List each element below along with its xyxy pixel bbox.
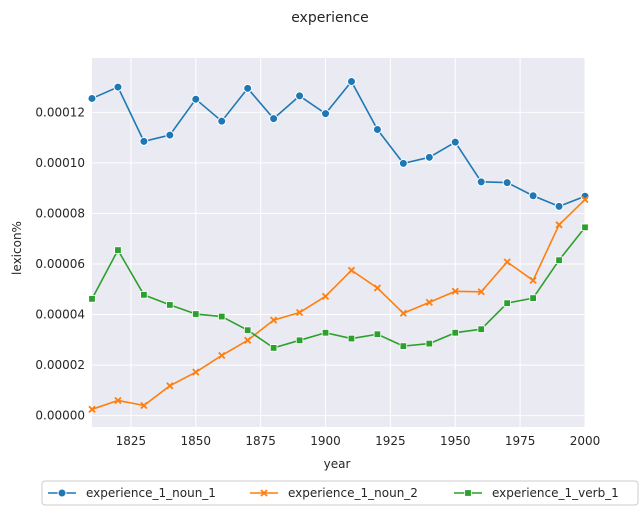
x-tick-label: 2000 — [570, 434, 601, 448]
data-point — [192, 368, 200, 376]
data-point — [88, 405, 96, 413]
data-point — [555, 256, 563, 264]
data-point — [503, 299, 511, 307]
x-axis-ticks: 1825 1850 1875 1900 1925 1950 1975 2000 — [116, 434, 601, 448]
data-point — [502, 178, 512, 188]
data-point — [114, 396, 122, 405]
data-point — [451, 329, 459, 337]
data-point — [139, 136, 149, 146]
data-point — [399, 342, 408, 350]
data-point — [529, 276, 537, 285]
plot-area — [92, 58, 585, 427]
data-point — [140, 401, 148, 410]
series-layer — [87, 77, 590, 413]
data-point — [295, 336, 304, 345]
y-tick-label: 0.00004 — [35, 308, 85, 322]
data-point — [166, 301, 174, 309]
series-line — [91, 198, 586, 411]
data-point — [528, 191, 538, 201]
x-tick-label: 1875 — [245, 434, 276, 448]
data-point — [477, 325, 485, 333]
data-point — [166, 382, 174, 390]
data-point — [399, 309, 408, 317]
data-point — [217, 116, 227, 126]
data-point — [260, 489, 268, 497]
data-point — [269, 316, 278, 324]
y-tick-label: 0.00002 — [35, 358, 85, 372]
x-tick-label: 1925 — [375, 434, 406, 448]
data-point — [451, 287, 459, 295]
data-point — [529, 294, 537, 302]
data-point — [476, 177, 486, 187]
y-axis-label: lexicon% — [10, 221, 24, 275]
data-point — [464, 489, 472, 497]
data-point — [295, 91, 305, 101]
data-point — [321, 292, 330, 300]
data-point — [114, 246, 122, 254]
data-point — [113, 82, 123, 92]
legend-box — [41, 480, 639, 506]
y-tick-label: 0.00012 — [35, 105, 85, 119]
data-point — [425, 339, 434, 348]
data-point — [269, 114, 279, 124]
data-point — [269, 344, 278, 352]
series-experience_1_noun_2 — [88, 195, 589, 413]
data-point — [295, 308, 304, 317]
y-tick-label: 0.00010 — [35, 156, 85, 170]
data-point — [321, 109, 331, 119]
data-point — [218, 351, 226, 360]
y-tick-label: 0.00008 — [35, 206, 85, 220]
x-axis-label: year — [324, 457, 351, 471]
x-tick-label: 1850 — [181, 434, 212, 448]
data-point — [165, 130, 175, 140]
y-axis-ticks: 0.00000 0.00002 0.00004 0.00006 0.00008 0.000… — [35, 105, 85, 422]
data-point — [347, 334, 356, 343]
data-point — [347, 266, 356, 274]
grid-lines — [92, 58, 586, 427]
data-point — [346, 77, 356, 87]
data-point — [192, 310, 200, 318]
data-point — [244, 336, 252, 344]
data-point — [321, 329, 330, 337]
legend-item: experience_1_noun_1 — [48, 486, 216, 500]
legend: experience_1_noun_1 experience_1_noun_2 ex… — [41, 480, 639, 506]
legend-label: experience_1_noun_1 — [86, 486, 216, 500]
chart-title: experience — [291, 10, 369, 26]
data-point — [425, 298, 433, 307]
series-experience_1_verb_1 — [88, 223, 589, 352]
data-point — [87, 93, 97, 103]
legend-label: experience_1_noun_2 — [288, 486, 418, 500]
data-point — [218, 312, 226, 321]
data-point — [581, 223, 589, 232]
x-tick-label: 1825 — [116, 434, 147, 448]
data-point — [191, 94, 201, 104]
x-tick-label: 1975 — [505, 434, 536, 448]
data-point — [372, 125, 382, 135]
data-point — [477, 288, 485, 296]
data-point — [424, 152, 434, 162]
y-tick-label: 0.00000 — [35, 409, 85, 423]
data-point — [57, 488, 67, 498]
data-point — [373, 284, 382, 292]
data-point — [243, 326, 252, 334]
x-tick-label: 1900 — [310, 434, 341, 448]
data-point — [503, 258, 511, 266]
data-point — [373, 330, 382, 338]
legend-label: experience_1_verb_1 — [492, 486, 619, 500]
legend-item: experience_1_noun_2 — [250, 486, 418, 500]
data-point — [554, 201, 564, 211]
data-point — [243, 83, 253, 93]
y-tick-label: 0.00006 — [35, 257, 85, 271]
series-line — [91, 226, 586, 349]
legend-item: experience_1_verb_1 — [454, 486, 619, 500]
data-point — [140, 291, 148, 299]
data-point — [581, 195, 589, 204]
x-tick-label: 1950 — [440, 434, 471, 448]
data-point — [450, 137, 460, 147]
data-point — [88, 295, 96, 303]
data-point — [398, 158, 408, 168]
data-point — [555, 221, 563, 229]
